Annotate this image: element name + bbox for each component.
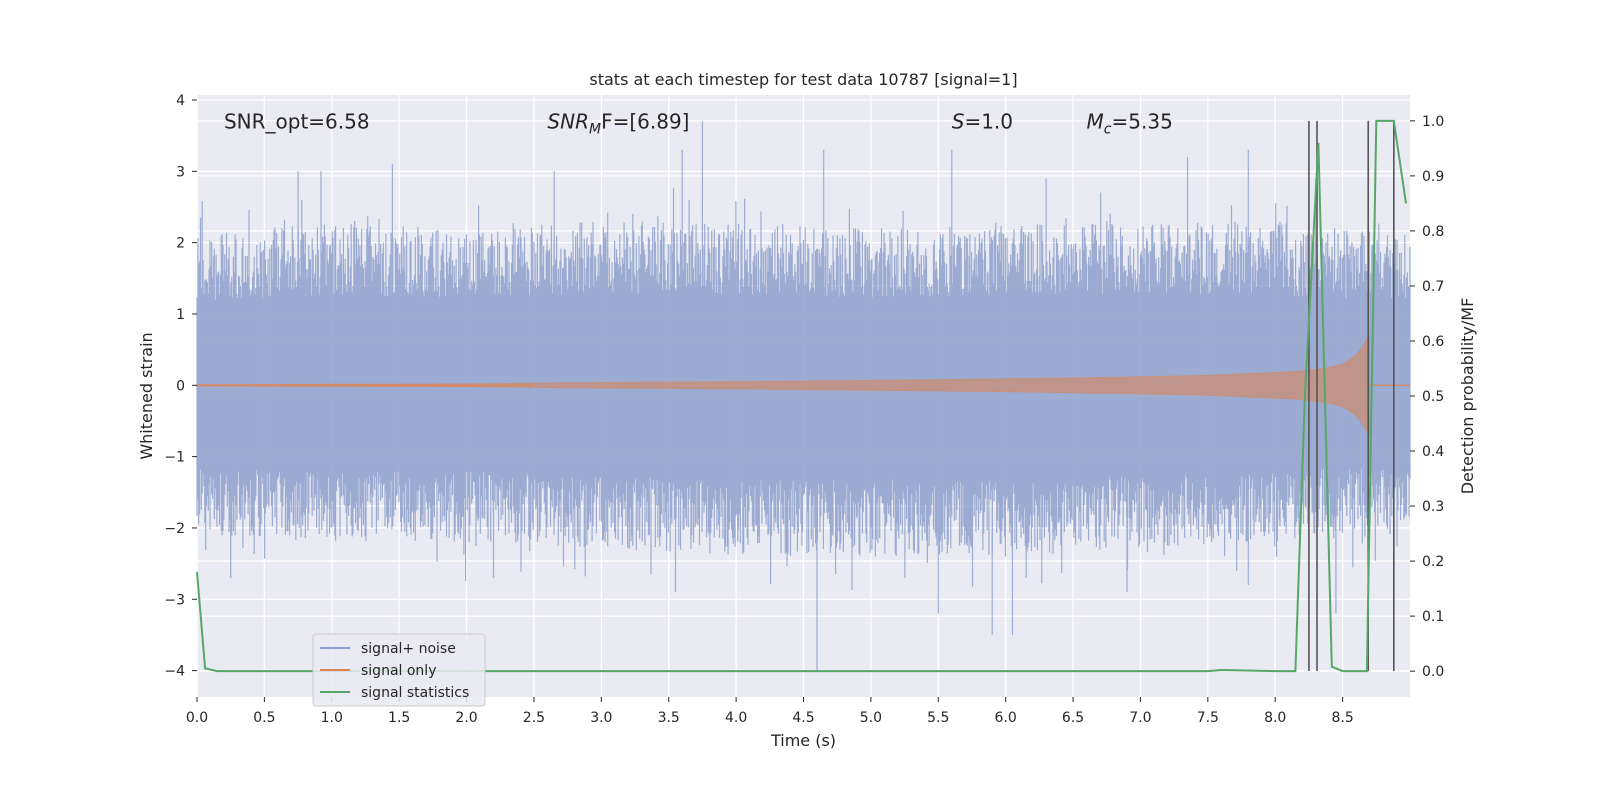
y-right-tick-label: 0.2 xyxy=(1422,554,1444,570)
x-tick-label: 7.5 xyxy=(1197,710,1219,726)
y-right-tick-label: 0.3 xyxy=(1422,499,1444,515)
y-right-tick-label: 0.0 xyxy=(1422,664,1444,680)
y-left-tick-label: 3 xyxy=(176,164,185,180)
x-tick-label: 0.0 xyxy=(186,710,208,726)
x-axis-ticks: 0.0 0.5 1.0 1.5 2.0 2.5 3.0 3.5 4.0 4.5 5.0 5.5 6.0 6… xyxy=(186,697,1354,726)
legend-box xyxy=(312,633,486,707)
x-tick-label: 8.0 xyxy=(1264,710,1286,726)
x-axis-label: Time (s) xyxy=(770,731,836,750)
x-tick-label: 2.0 xyxy=(455,710,477,726)
legend-label: signal only xyxy=(361,663,436,679)
x-tick-label: 3.5 xyxy=(658,710,680,726)
x-tick-label: 4.0 xyxy=(725,710,747,726)
x-tick-label: 8.5 xyxy=(1331,710,1353,726)
x-tick-label: 2.5 xyxy=(523,710,545,726)
y-right-tick-label: 0.9 xyxy=(1422,169,1444,185)
y-left-tick-label: 1 xyxy=(176,307,185,323)
y-axis-right-label: Detection probability/MF xyxy=(1458,298,1477,495)
y-left-tick-label: −1 xyxy=(164,450,185,466)
annotation-2: S=1.0 xyxy=(952,109,1013,133)
y-axis-left-label: Whitened strain xyxy=(137,332,156,459)
x-tick-label: 7.0 xyxy=(1129,710,1151,726)
y-right-tick-label: 0.7 xyxy=(1422,279,1444,295)
y-right-tick-label: 0.6 xyxy=(1422,334,1444,350)
x-tick-label: 5.5 xyxy=(927,710,949,726)
legend-label: signal statistics xyxy=(361,685,469,701)
series-signal-only xyxy=(196,334,1410,437)
x-tick-label: 4.5 xyxy=(792,710,814,726)
y-right-tick-label: 0.5 xyxy=(1422,389,1444,405)
y-right-tick-label: 0.8 xyxy=(1422,224,1444,240)
y-right-tick-label: 0.1 xyxy=(1422,609,1444,625)
y-left-tick-label: 0 xyxy=(176,378,185,394)
y-right-tick-label: 0.4 xyxy=(1422,444,1444,460)
legend: signal+ noise signal only signal statistic… xyxy=(312,633,486,707)
y-axis-left-ticks: 4 3 2 1 0 −1 −2 −3 −4 xyxy=(164,93,197,680)
annotation-3: Mc=5.35 xyxy=(1087,109,1173,137)
y-left-tick-label: −2 xyxy=(164,521,185,537)
chart-title: stats at each timestep for test data 107… xyxy=(589,70,1017,89)
x-tick-label: 6.5 xyxy=(1062,710,1084,726)
annotation-0: SNR_opt=6.58 xyxy=(224,109,370,133)
legend-label: signal+ noise xyxy=(361,641,456,657)
y-axis-right-ticks: 1.0 0.9 0.8 0.7 0.6 0.5 0.4 0.3 0.2 0.1 0.0 xyxy=(1410,114,1444,680)
x-tick-label: 3.0 xyxy=(590,710,612,726)
y-right-tick-label: 1.0 xyxy=(1422,114,1444,130)
annotation-1: SNRMF=[6.89] xyxy=(547,109,689,137)
y-left-tick-label: −4 xyxy=(164,664,185,680)
chirp-envelope xyxy=(196,334,1370,437)
x-tick-label: 5.0 xyxy=(860,710,882,726)
x-tick-label: 0.5 xyxy=(253,710,275,726)
y-left-tick-label: 4 xyxy=(176,93,185,109)
x-tick-label: 1.0 xyxy=(321,710,343,726)
y-left-tick-label: 2 xyxy=(176,236,185,252)
y-left-tick-label: −3 xyxy=(164,592,185,608)
x-tick-label: 1.5 xyxy=(388,710,410,726)
annotations: SNR_opt=6.58 SNRMF=[6.89] S=1.0 Mc=5.35 xyxy=(224,109,1173,137)
x-tick-label: 6.0 xyxy=(995,710,1017,726)
